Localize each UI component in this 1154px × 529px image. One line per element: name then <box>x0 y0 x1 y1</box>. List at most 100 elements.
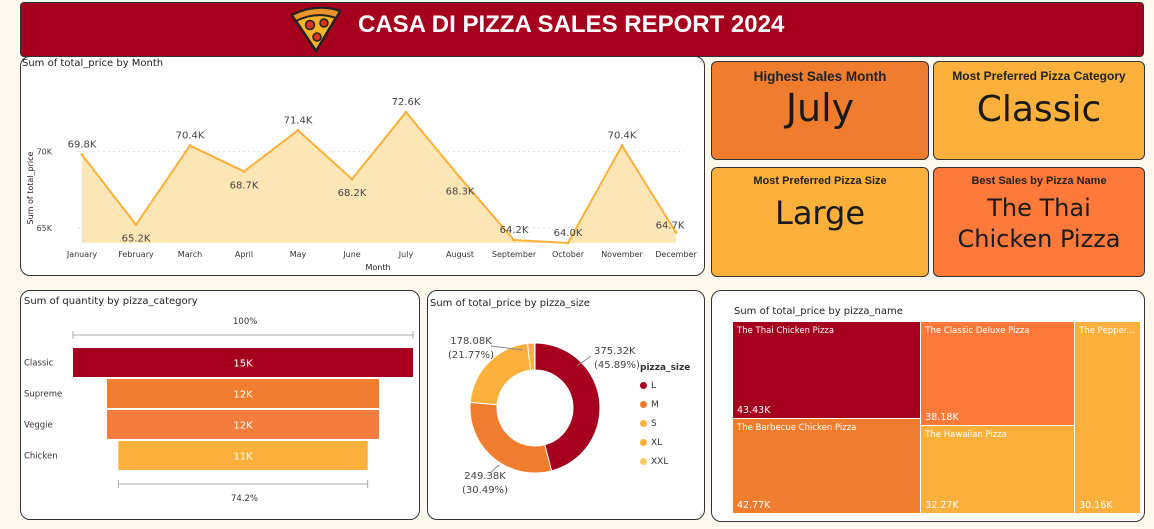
treemap-cell[interactable]: The Barbecue Chicken Pizza 42.77K <box>733 418 922 514</box>
kpi-highest-sales-month: Highest Sales Month July <box>711 61 929 160</box>
legend-item[interactable]: XXL <box>640 453 690 472</box>
data-point <box>242 169 246 173</box>
treemap-cell[interactable]: The Hawaiian Pizza 32.27K <box>921 426 1076 514</box>
donut-value-label: 375.32K <box>594 346 636 357</box>
donut-percent-label: (45.89%) <box>594 360 640 371</box>
donut-leader-line <box>490 345 524 351</box>
data-label: 68.3K <box>446 187 475 198</box>
data-point <box>350 177 354 181</box>
funnel-category-label: Classic <box>24 359 54 369</box>
data-point <box>674 230 678 234</box>
funnel-bar <box>73 348 413 377</box>
funnel-category-label: Veggie <box>24 421 53 431</box>
funnel-value-label: 12K <box>233 421 253 432</box>
kpi-value: Large <box>774 194 866 232</box>
kpi-preferred-category: Most Preferred Pizza Category Classic <box>933 61 1145 160</box>
data-point <box>458 176 462 180</box>
x-tick-label: February <box>118 250 154 259</box>
funnel-bar <box>107 379 379 408</box>
x-tick-label: January <box>66 250 98 259</box>
funnel-value-label: 12K <box>233 390 253 401</box>
funnel-value-label: 15K <box>233 359 253 370</box>
treemap-cell-label: The Pepper... <box>1079 326 1135 336</box>
legend-dot-icon <box>640 458 647 465</box>
x-tick-label: March <box>178 250 202 259</box>
data-label: 71.4K <box>284 115 313 126</box>
treemap-cell-label: The Thai Chicken Pizza <box>737 326 835 336</box>
pizza-name-treemap[interactable]: The Thai Chicken Pizza 43.43K The Barbecue… <box>733 322 1141 514</box>
data-label: 64.0K <box>554 228 583 239</box>
data-label: 69.8K <box>68 140 97 151</box>
legend-label: L <box>651 381 657 391</box>
x-tick-label: May <box>290 250 307 259</box>
donut-leader-line <box>576 355 592 367</box>
category-funnel-chart[interactable]: 15K Classic 12K Supreme 12K Veggie 11K Chicken <box>20 290 418 518</box>
data-point <box>566 241 570 245</box>
donut-slice <box>469 401 553 474</box>
treemap-cell-label: The Classic Deluxe Pizza <box>925 326 1030 336</box>
legend-dot-icon <box>640 401 647 408</box>
size-sales-title: Sum of total_price by pizza_size <box>430 298 590 309</box>
y-tick-label: 70K <box>37 148 53 157</box>
funnel-top-percent: 100% <box>233 317 258 327</box>
x-tick-label: October <box>552 250 585 259</box>
data-point <box>80 153 84 157</box>
legend-item[interactable]: XL <box>640 434 690 453</box>
data-label: 65.2K <box>122 234 151 245</box>
funnel-category-label: Supreme <box>24 390 62 400</box>
kpi-value: July <box>785 86 855 130</box>
kpi-title: Most Preferred Pizza Size <box>753 175 887 187</box>
kpi-value: Classic <box>976 89 1102 130</box>
data-label: 68.7K <box>230 180 259 191</box>
legend-label: S <box>651 419 657 429</box>
data-label: 70.4K <box>608 131 637 142</box>
category-quantity-title: Sum of quantity by pizza_category <box>24 296 198 307</box>
treemap-cell-value: 32.27K <box>925 499 959 511</box>
treemap-cell-label: The Barbecue Chicken Pizza <box>737 422 857 433</box>
funnel-bar <box>118 441 368 470</box>
legend-label: XXL <box>651 457 669 467</box>
data-label: 68.2K <box>338 188 367 199</box>
legend-item[interactable]: S <box>640 415 690 434</box>
donut-value-label: 178.08K <box>450 336 492 347</box>
size-donut-chart[interactable]: 375.32K (45.89%) 249.38K (30.49%) 178.08K (21… <box>427 290 703 518</box>
legend-item[interactable]: L <box>640 377 690 396</box>
x-tick-label: September <box>492 250 537 259</box>
x-axis-label: Month <box>365 263 390 272</box>
treemap-cell-value: 30.16K <box>1079 500 1113 511</box>
treemap-cell[interactable]: The Pepper... 30.16K <box>1075 322 1141 514</box>
funnel-value-label: 11K <box>233 452 253 463</box>
data-point <box>296 128 300 132</box>
treemap-cell[interactable]: The Classic Deluxe Pizza 38.18K <box>921 322 1076 427</box>
legend-dot-icon <box>640 439 647 446</box>
x-tick-label: August <box>446 250 474 259</box>
treemap-cell-value: 43.43K <box>737 404 771 416</box>
treemap-cell-value: 42.77K <box>737 499 771 511</box>
donut-percent-label: (21.77%) <box>448 350 494 361</box>
donut-percent-label: (30.49%) <box>462 485 508 496</box>
pizza-slice-icon <box>286 1 346 56</box>
funnel-category-label: Chicken <box>24 452 58 462</box>
kpi-value-line2: Chicken Pizza <box>957 225 1121 253</box>
legend-dot-icon <box>640 420 647 427</box>
x-tick-label: April <box>235 250 253 259</box>
kpi-value-line1: The Thai <box>987 194 1091 222</box>
x-tick-label: June <box>342 250 361 259</box>
pizza-name-sales-title: Sum of total_price by pizza_name <box>734 306 903 317</box>
data-label: 72.6K <box>392 97 421 108</box>
donut-slice <box>534 342 601 472</box>
data-point <box>512 238 516 242</box>
data-point <box>404 110 408 114</box>
kpi-title: Highest Sales Month <box>753 69 887 84</box>
legend-label: M <box>651 400 659 410</box>
data-label: 64.7K <box>656 220 685 231</box>
legend-item[interactable]: M <box>640 396 690 415</box>
area-fill <box>82 112 676 243</box>
data-point <box>188 144 192 148</box>
report-title: CASA DI PIZZA SALES REPORT 2024 <box>358 11 785 38</box>
donut-legend: pizza_size L M S XL XXL <box>640 361 690 472</box>
treemap-cell[interactable]: The Thai Chicken Pizza 43.43K <box>733 322 922 419</box>
kpi-best-pizza-name: Best Sales by Pizza Name The Thai Chicke… <box>933 167 1145 277</box>
data-point <box>134 223 138 227</box>
